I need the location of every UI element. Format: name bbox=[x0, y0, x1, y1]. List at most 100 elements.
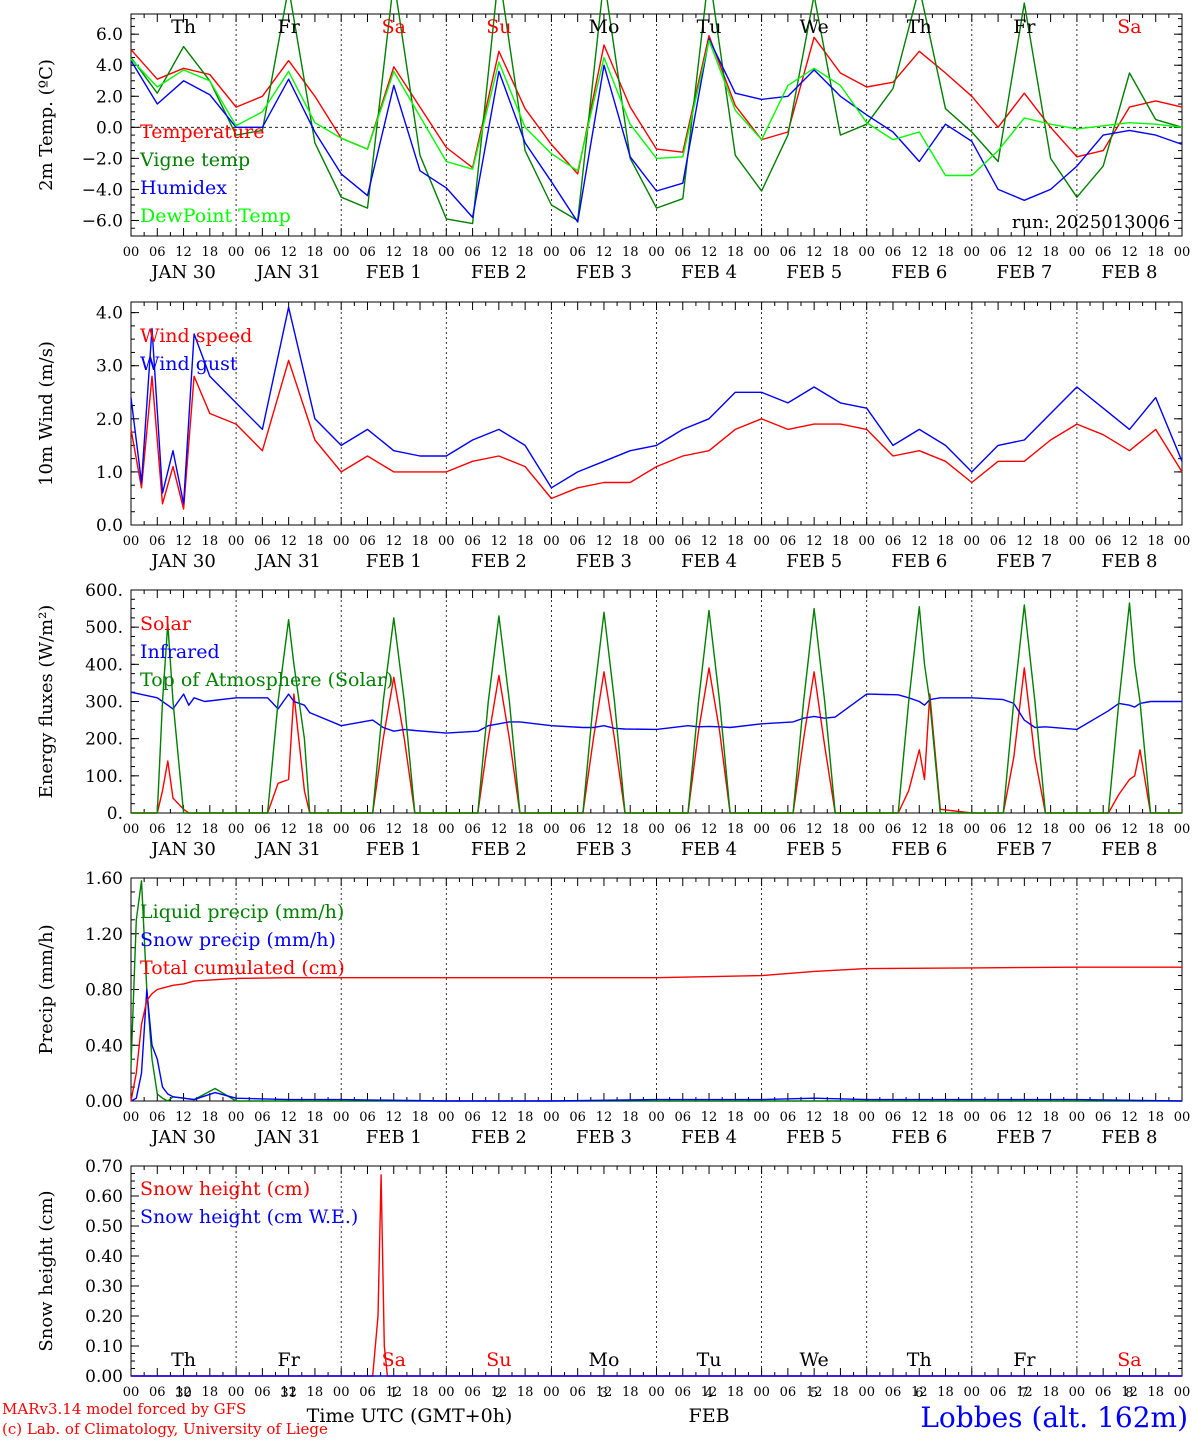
x-date-label: FEB 8 bbox=[1101, 839, 1157, 860]
x-hour-label: 18 bbox=[832, 245, 849, 260]
x-hour-label: 12 bbox=[385, 1110, 402, 1125]
x-hour-label: 00 bbox=[753, 822, 770, 837]
x-date-label: FEB 5 bbox=[786, 551, 842, 572]
panel-wind: 0.0 1.0 2.0 3.0 4.0 10m Wind (m/s) 00 06 12 18 00 0… bbox=[36, 301, 1190, 572]
x-hour-label: 12 bbox=[1016, 245, 1033, 260]
x-hour-label: 06 bbox=[990, 822, 1007, 837]
x-hour-label: 06 bbox=[1095, 534, 1112, 549]
x-hour-label: 06 bbox=[254, 1110, 271, 1125]
legend-entry: Wind speed bbox=[140, 325, 252, 347]
x-hour-label: 18 bbox=[517, 534, 534, 549]
x-date-label: FEB 6 bbox=[891, 551, 947, 572]
bottom-day-label: 7 bbox=[1020, 1386, 1028, 1401]
series-line-vigne-temp bbox=[130, 0, 1183, 225]
x-hour-label: 06 bbox=[885, 1385, 902, 1400]
x-hour-label: 00 bbox=[438, 822, 455, 837]
x-hour-label: 12 bbox=[1016, 1385, 1033, 1400]
x-hour-label: 18 bbox=[1042, 1110, 1059, 1125]
x-hour-label: 06 bbox=[885, 245, 902, 260]
x-hour-label: 06 bbox=[569, 534, 586, 549]
weekday-label: Mo bbox=[588, 16, 619, 38]
y-tick-label: 0.50 bbox=[85, 1217, 123, 1237]
x-hour-label: 00 bbox=[333, 1385, 350, 1400]
weekday-label: Th bbox=[171, 1349, 196, 1371]
x-hour-label: 00 bbox=[1069, 534, 1086, 549]
x-date-label: FEB 2 bbox=[471, 262, 527, 283]
x-hour-label: 12 bbox=[385, 822, 402, 837]
x-hour-label: 18 bbox=[1147, 1110, 1164, 1125]
legend-entry: Wind gust bbox=[140, 353, 238, 375]
x-hour-label: 00 bbox=[1174, 245, 1191, 260]
x-hour-label: 12 bbox=[491, 245, 508, 260]
x-hour-label: 06 bbox=[464, 822, 481, 837]
x-hour-label: 00 bbox=[858, 245, 875, 260]
x-hour-label: 00 bbox=[123, 822, 140, 837]
x-date-label: FEB 5 bbox=[786, 1127, 842, 1148]
y-axis-label: 10m Wind (m/s) bbox=[36, 341, 57, 486]
x-hour-label: 00 bbox=[438, 1110, 455, 1125]
x-hour-label: 00 bbox=[753, 534, 770, 549]
x-date-label: JAN 30 bbox=[149, 1127, 216, 1148]
x-hour-label: 12 bbox=[911, 1110, 928, 1125]
legend-entry: Temperature bbox=[140, 121, 264, 143]
x-hour-label: 18 bbox=[1147, 1385, 1164, 1400]
x-hour-label: 18 bbox=[1147, 534, 1164, 549]
x-hour-label: 18 bbox=[1042, 822, 1059, 837]
x-hour-label: 12 bbox=[1121, 822, 1138, 837]
weekday-label: Th bbox=[907, 1349, 932, 1371]
x-hour-label: 06 bbox=[254, 245, 271, 260]
x-hour-label: 00 bbox=[753, 1385, 770, 1400]
x-hour-label: 12 bbox=[806, 534, 823, 549]
x-hour-label: 00 bbox=[438, 534, 455, 549]
x-date-label: FEB 5 bbox=[786, 262, 842, 283]
weekday-label: Th bbox=[171, 16, 196, 38]
bottom-day-label: 3 bbox=[600, 1386, 608, 1401]
x-hour-label: 00 bbox=[333, 822, 350, 837]
x-hour-label: 18 bbox=[412, 245, 429, 260]
x-hour-label: 18 bbox=[412, 822, 429, 837]
x-hour-label: 18 bbox=[517, 822, 534, 837]
x-hour-label: 12 bbox=[175, 245, 192, 260]
y-tick-label: 600. bbox=[85, 581, 123, 601]
y-tick-label: 200. bbox=[85, 730, 123, 750]
x-hour-label: 06 bbox=[885, 534, 902, 549]
x-hour-label: 06 bbox=[359, 822, 376, 837]
x-hour-label: 06 bbox=[464, 1385, 481, 1400]
x-hour-label: 00 bbox=[438, 1385, 455, 1400]
y-tick-label: 6.0 bbox=[96, 25, 123, 45]
weekday-label: Tu bbox=[697, 1349, 722, 1371]
x-hour-label: 00 bbox=[228, 1385, 245, 1400]
x-hour-label: 18 bbox=[412, 1385, 429, 1400]
x-date-label: FEB 7 bbox=[996, 1127, 1052, 1148]
x-date-label: FEB 1 bbox=[366, 262, 422, 283]
y-tick-label: 4.0 bbox=[96, 56, 123, 76]
series-line-wind-speed bbox=[130, 359, 1183, 510]
x-hour-label: 00 bbox=[333, 245, 350, 260]
x-hour-label: 18 bbox=[412, 534, 429, 549]
legend-entry: Snow height (cm W.E.) bbox=[140, 1206, 358, 1228]
weekday-label: Tu bbox=[697, 16, 722, 38]
x-hour-label: 00 bbox=[228, 245, 245, 260]
y-tick-label: 2.0 bbox=[96, 87, 123, 107]
x-hour-label: 18 bbox=[937, 534, 954, 549]
x-hour-label: 12 bbox=[806, 245, 823, 260]
y-tick-label: 0.10 bbox=[85, 1337, 123, 1357]
x-hour-label: 18 bbox=[517, 1110, 534, 1125]
legend-entry: Infrared bbox=[140, 641, 220, 663]
y-tick-label: 0.20 bbox=[85, 1307, 123, 1327]
x-hour-label: 00 bbox=[648, 822, 665, 837]
x-hour-label: 06 bbox=[569, 1110, 586, 1125]
x-hour-label: 00 bbox=[543, 1385, 560, 1400]
x-hour-label: 12 bbox=[701, 1110, 718, 1125]
x-hour-label: 12 bbox=[596, 1110, 613, 1125]
y-tick-label: 0.40 bbox=[85, 1247, 123, 1267]
bottom-month-label: FEB bbox=[689, 1405, 730, 1427]
run-annotation: run: 2025013006 bbox=[1012, 212, 1170, 233]
x-date-label: FEB 3 bbox=[576, 551, 632, 572]
x-date-label: FEB 1 bbox=[366, 1127, 422, 1148]
x-hour-label: 00 bbox=[648, 245, 665, 260]
x-date-label: FEB 4 bbox=[681, 1127, 737, 1148]
weekday-label: Sa bbox=[1117, 16, 1141, 38]
x-date-label: JAN 30 bbox=[149, 262, 216, 283]
x-hour-label: 18 bbox=[937, 245, 954, 260]
